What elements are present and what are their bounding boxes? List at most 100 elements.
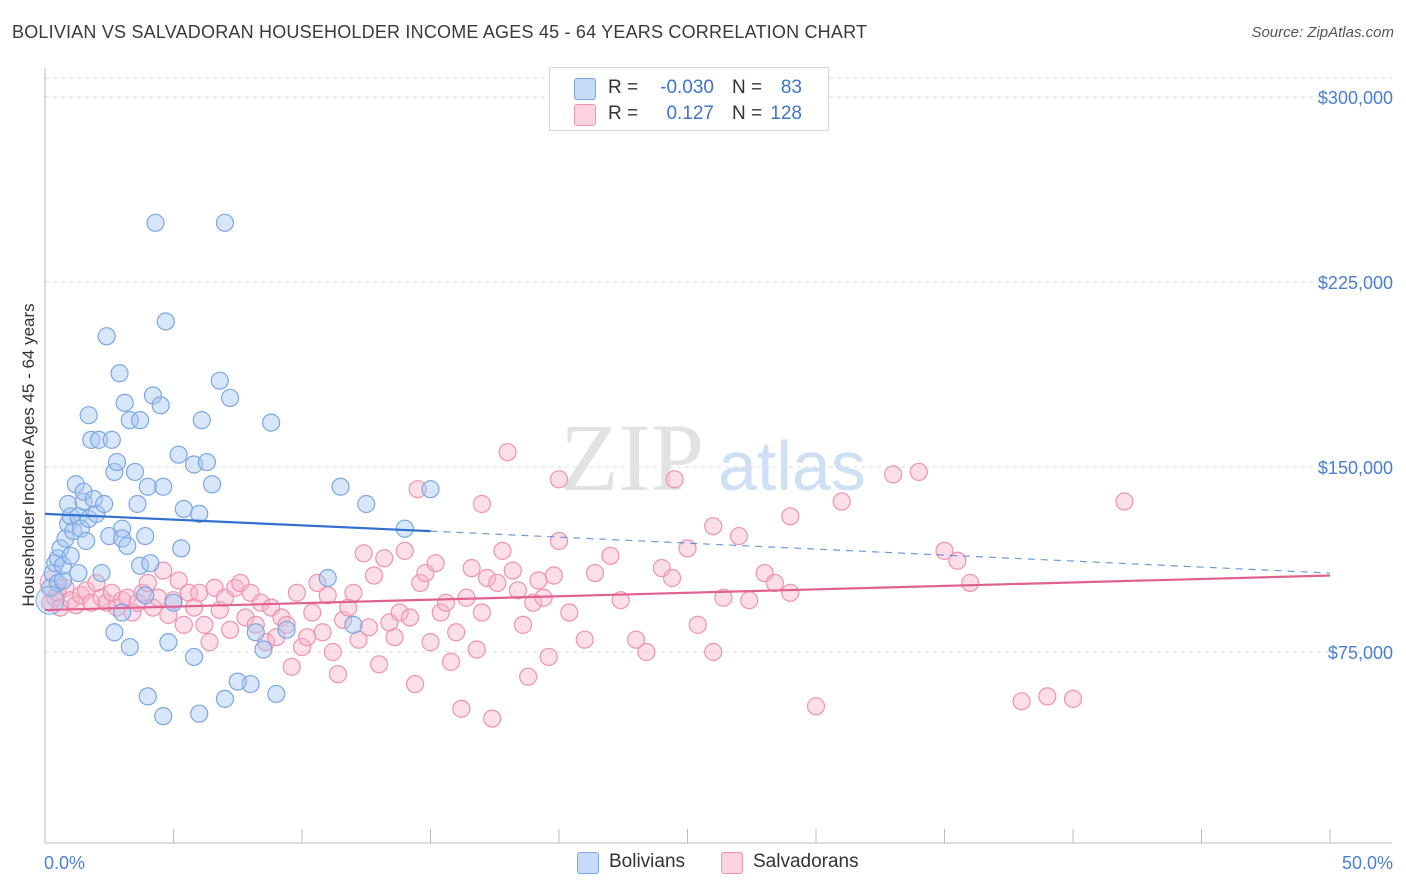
data-point: [143, 386, 163, 405]
data-point: [662, 568, 682, 588]
data-point: [41, 593, 60, 612]
data-point: [277, 615, 296, 634]
y-tick-label: $150,000: [1318, 458, 1393, 478]
data-point: [190, 504, 209, 523]
data-point: [441, 652, 461, 671]
data-point: [35, 585, 65, 615]
data-point: [190, 704, 209, 723]
data-point: [447, 623, 466, 642]
data-point: [781, 583, 800, 602]
data-point: [493, 541, 512, 560]
data-point: [832, 492, 851, 511]
data-point: [462, 559, 481, 578]
data-point: [51, 598, 70, 617]
y-axis-label: Householder Income Ages 45 - 64 years: [19, 303, 38, 606]
data-point: [120, 637, 139, 657]
data-point: [77, 531, 96, 551]
data-point: [102, 430, 121, 449]
data-point: [375, 549, 394, 568]
data-point: [431, 603, 450, 622]
data-point: [549, 470, 569, 489]
data-point: [154, 707, 173, 726]
data-point: [169, 571, 188, 590]
data-point: [503, 561, 522, 580]
data-point: [267, 628, 286, 647]
source-label: Source: ZipAtlas.com: [1251, 24, 1394, 41]
data-point: [82, 593, 101, 612]
salvadorans-trend-line: [44, 574, 1331, 612]
grid: [45, 77, 1392, 653]
data-point: [1063, 689, 1083, 708]
data-point: [575, 630, 594, 649]
data-point: [61, 546, 80, 565]
data-point: [292, 637, 312, 657]
data-point: [282, 657, 301, 676]
data-point: [313, 623, 332, 642]
data-point: [267, 684, 286, 704]
watermark-atlas: atlas: [718, 427, 866, 505]
data-point: [298, 628, 317, 647]
data-point: [513, 615, 533, 634]
data-point: [714, 588, 733, 607]
bolivians-trend-line: [44, 512, 431, 533]
data-point: [112, 603, 132, 622]
data-point: [781, 507, 800, 526]
data-point: [544, 566, 563, 585]
bolivians-trend-extension: [430, 530, 1331, 574]
data-point: [138, 687, 157, 706]
data-point: [585, 563, 605, 583]
data-point: [323, 642, 342, 662]
n-label: N =: [732, 103, 763, 124]
data-point: [74, 482, 93, 501]
salvadorans-legend-swatch: [721, 852, 743, 874]
data-point: [192, 411, 211, 430]
data-point: [883, 465, 903, 484]
data-point: [174, 499, 193, 519]
data-point: [95, 494, 114, 514]
data-point: [215, 213, 234, 232]
data-point: [220, 620, 240, 639]
n-label: N =: [732, 77, 763, 98]
data-point: [138, 477, 157, 496]
data-point: [436, 593, 456, 612]
data-point: [169, 445, 188, 464]
data-point: [452, 699, 471, 718]
bolivians-points: [35, 213, 440, 726]
r-value: -0.030: [660, 77, 714, 98]
n-value: 83: [780, 77, 802, 98]
bolivians-legend-swatch: [577, 852, 599, 874]
data-point: [53, 556, 73, 575]
salvadorans-swatch: [574, 104, 596, 126]
data-point: [200, 633, 219, 652]
data-point: [359, 618, 378, 637]
bolivians-swatch: [574, 78, 596, 100]
data-point: [159, 633, 178, 652]
data-point: [112, 519, 132, 538]
data-point: [549, 531, 569, 551]
watermark-zip: ZIP: [560, 404, 704, 511]
n-value: 128: [770, 103, 802, 124]
data-point: [704, 642, 723, 662]
data-point: [1115, 492, 1134, 511]
data-point: [287, 583, 306, 602]
data-point: [151, 396, 170, 415]
data-point: [408, 480, 427, 499]
data-point: [678, 539, 697, 558]
data-point: [421, 633, 440, 652]
r-label: R =: [608, 77, 639, 98]
stats-row-bolivians: R = -0.030 N = 83: [550, 75, 828, 101]
stats-legend: R = -0.030 N = 83 R = 0.127 N = 128: [549, 67, 829, 131]
data-point: [125, 462, 145, 482]
data-point: [69, 563, 88, 583]
x-tick-label: 50.0%: [1342, 853, 1393, 873]
data-point: [146, 213, 165, 232]
data-point: [385, 628, 404, 647]
data-point: [909, 462, 928, 482]
series-legend: Bolivians Salvadorans: [0, 850, 1406, 880]
data-point: [84, 489, 103, 509]
data-point: [395, 541, 414, 560]
data-point: [704, 517, 723, 536]
data-point: [118, 536, 137, 556]
watermark: ZIP atlas: [560, 404, 866, 511]
